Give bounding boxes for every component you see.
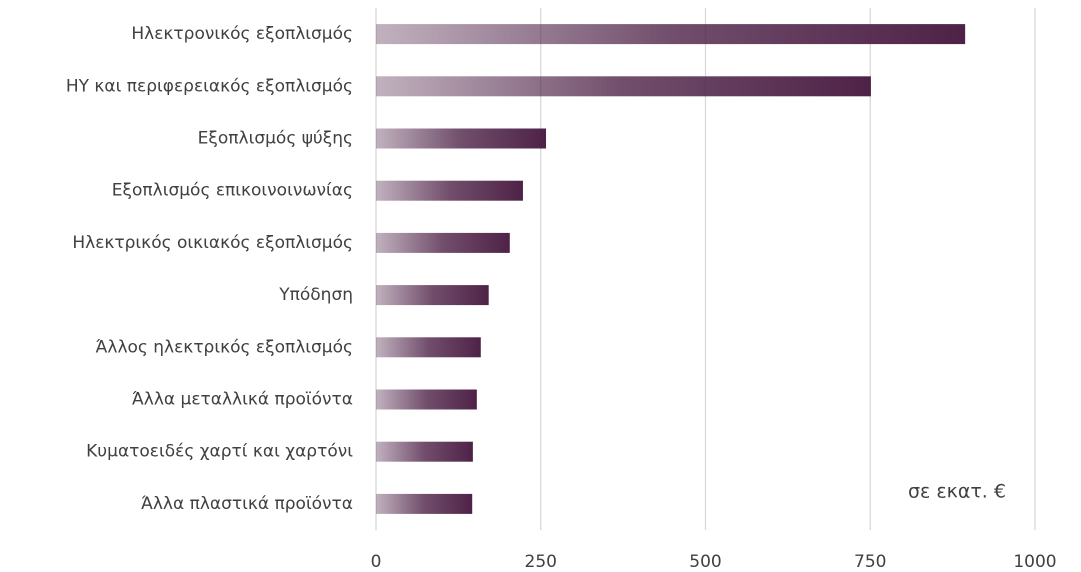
y-tick-label: Άλλος ηλεκτρικός εξοπλισμός [96,337,353,357]
x-tick-label: 750 [854,552,886,572]
bar [376,180,523,201]
y-tick-label: Υπόδηση [278,285,353,305]
bar [376,76,871,97]
annotation: σε εκατ. € [908,481,1006,503]
bar [376,493,473,514]
y-tick-label: ΗΥ και περιφερειακός εξοπλισμός [66,76,353,96]
bar [376,337,481,358]
bar [376,232,510,253]
bar [376,128,547,149]
x-tick-label: 250 [525,552,557,572]
y-tick-label: Άλλα πλαστικά προϊόντα [141,494,353,514]
bar [376,441,473,462]
y-tick-label: Εξοπλισμός επικοινοινωνίας [112,181,353,201]
bar [376,24,966,45]
x-tick-label: 500 [689,552,721,572]
y-tick-label: Κυματοειδές χαρτί και χαρτόνι [86,442,353,462]
x-tick-label: 1000 [1013,552,1056,572]
y-tick-label: Εξοπλισμός ψύξης [198,129,353,149]
x-tick-label: 0 [371,552,382,572]
bar [376,285,489,306]
y-tick-label: Ηλεκτρικός οικιακός εξοπλισμός [72,233,353,253]
y-tick-label: Άλλα μεταλλικά προϊόντα [132,390,353,410]
y-tick-label: Ηλεκτρονικός εξοπλισμός [131,24,353,44]
bar [376,389,477,410]
